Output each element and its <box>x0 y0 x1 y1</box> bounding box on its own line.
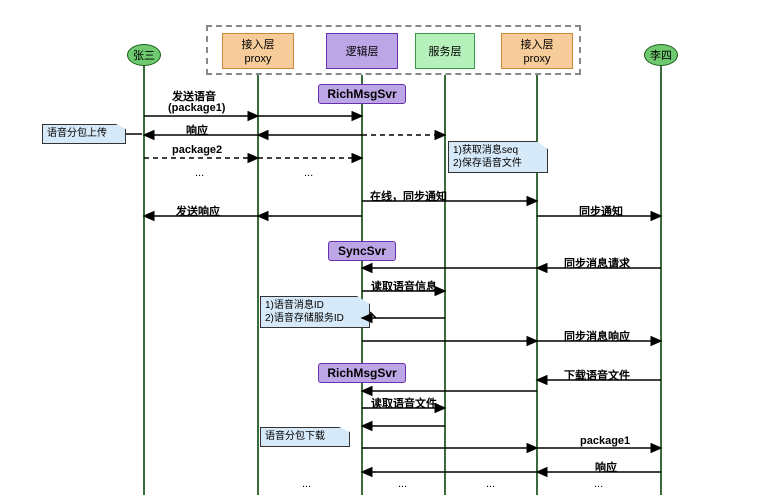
lbl-sync-resp: 同步消息响应 <box>564 328 630 344</box>
lbl-dots6: ... <box>594 478 603 490</box>
note-seq: 1)获取消息seq 2)保存语音文件 <box>448 141 548 173</box>
box-logic-l1: 逻辑层 <box>329 38 395 66</box>
actor-zhangsan-label: 张三 <box>133 50 155 62</box>
lbl-read-file: 读取语音文件 <box>371 395 437 411</box>
note-seq-l1: 1)获取消息seq <box>453 144 543 157</box>
note-ids: 1)语音消息ID 2)语音存储服务ID <box>260 296 370 328</box>
actor-lisi: 李四 <box>644 44 678 66</box>
box-proxy2: 接入层 proxy <box>501 33 573 69</box>
note-ids-l1: 1)语音消息ID <box>265 299 365 312</box>
svc-sync-label: SyncSvr <box>338 244 386 258</box>
lifeline-proxy2 <box>536 75 538 495</box>
lbl-dots2: ... <box>304 167 313 179</box>
lbl-read-info: 读取语音信息 <box>371 278 437 294</box>
lbl-dots1: ... <box>195 167 204 179</box>
lbl-sync-req: 同步消息请求 <box>564 255 630 271</box>
actor-zhangsan: 张三 <box>127 44 161 66</box>
lbl-download: 下载语音文件 <box>564 367 630 383</box>
note-upload-label: 语音分包上传 <box>47 128 107 139</box>
svc-sync: SyncSvr <box>328 241 396 261</box>
box-service: 服务层 <box>415 33 475 69</box>
note-download-label: 语音分包下载 <box>265 431 325 442</box>
lifeline-proxy1 <box>257 75 259 495</box>
box-proxy2-l1: 接入层 <box>504 38 570 52</box>
lbl-sync-notify: 同步通知 <box>579 203 623 219</box>
svc-richmsg1: RichMsgSvr <box>318 84 406 104</box>
svc-richmsg1-label: RichMsgSvr <box>327 87 396 101</box>
actor-lisi-label: 李四 <box>650 50 672 62</box>
box-proxy1-l1: 接入层 <box>225 38 291 52</box>
lifeline-service <box>444 75 446 495</box>
svc-richmsg2: RichMsgSvr <box>318 363 406 383</box>
lbl-package2: package2 <box>172 144 222 156</box>
lifeline-logic <box>361 75 363 495</box>
box-service-l1: 服务层 <box>418 38 472 66</box>
box-proxy1: 接入层 proxy <box>222 33 294 69</box>
note-ids-l2: 2)语音存储服务ID <box>265 312 365 325</box>
lbl-dots3: ... <box>302 478 311 490</box>
note-download: 语音分包下载 <box>260 427 350 447</box>
lbl-resp1: 响应 <box>186 122 208 138</box>
lifeline-lisi <box>660 65 662 495</box>
note-upload: 语音分包上传 <box>42 124 126 144</box>
lifeline-zhangsan <box>143 65 145 495</box>
lbl-pkg1: package1 <box>580 435 630 447</box>
lbl-online: 在线，同步通知 <box>370 188 447 204</box>
lbl-package1: (package1) <box>168 102 225 114</box>
box-logic: 逻辑层 <box>326 33 398 69</box>
note-seq-l2: 2)保存语音文件 <box>453 157 543 170</box>
box-proxy1-l2: proxy <box>225 52 291 66</box>
lbl-dots5: ... <box>486 478 495 490</box>
lbl-send-resp: 发送响应 <box>176 203 220 219</box>
box-proxy2-l2: proxy <box>504 52 570 66</box>
svc-richmsg2-label: RichMsgSvr <box>327 366 396 380</box>
lbl-resp2: 响应 <box>595 459 617 475</box>
lbl-dots4: ... <box>398 478 407 490</box>
